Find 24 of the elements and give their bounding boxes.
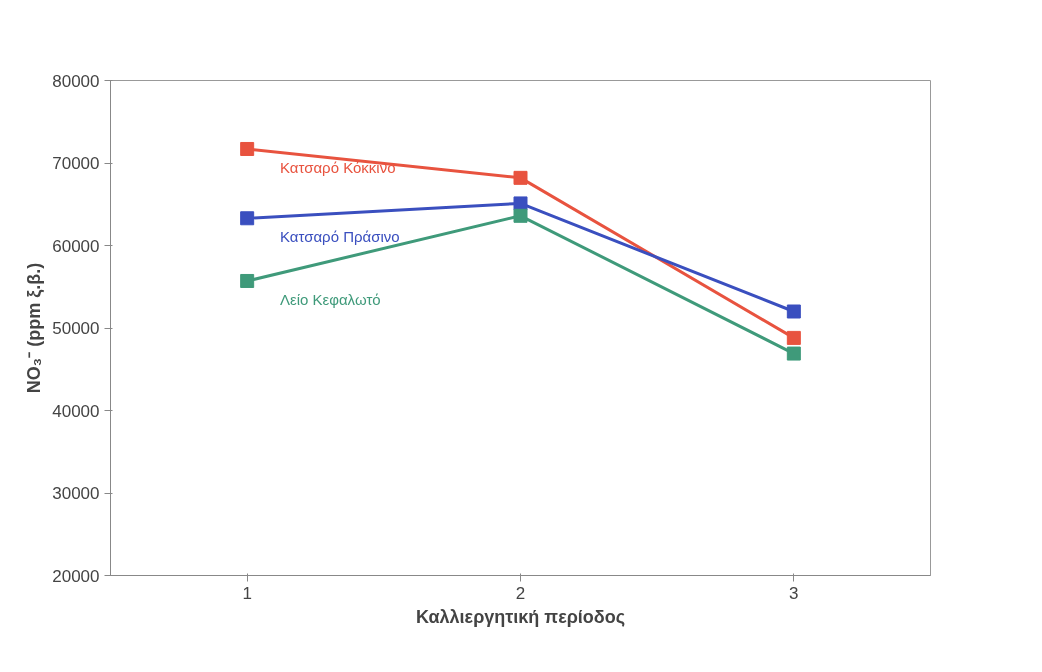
series-label: Κατσαρό Πράσινο [279,228,400,246]
point [786,330,801,345]
x-tick-label: 1 [242,583,252,603]
series-label: Κατσαρό Κόκκινο [279,158,396,176]
y-tick-label: 20000 [52,566,100,586]
x-axis-title: Καλλιεργητική περίοδος [415,606,626,627]
y-tick-label: 80000 [52,71,100,91]
point [240,211,255,226]
x-tick-label: 2 [515,583,526,603]
series-label: Λείο Κεφαλωτό [279,290,381,308]
y-tick-label: 40000 [52,401,100,421]
point [240,141,255,156]
point [513,208,528,223]
y-tick-label: 70000 [52,154,100,173]
point [786,304,801,319]
point [240,273,255,288]
point [786,346,801,361]
y-axis-title: NO₃⁻ (ppm ξ.β.) [24,262,46,394]
point [513,170,528,185]
x-tick-label: 3 [789,583,799,603]
y-tick-label: 60000 [52,236,100,256]
y-tick-label: 30000 [52,484,100,503]
y-tick-label: 50000 [52,319,100,338]
point [513,196,528,211]
